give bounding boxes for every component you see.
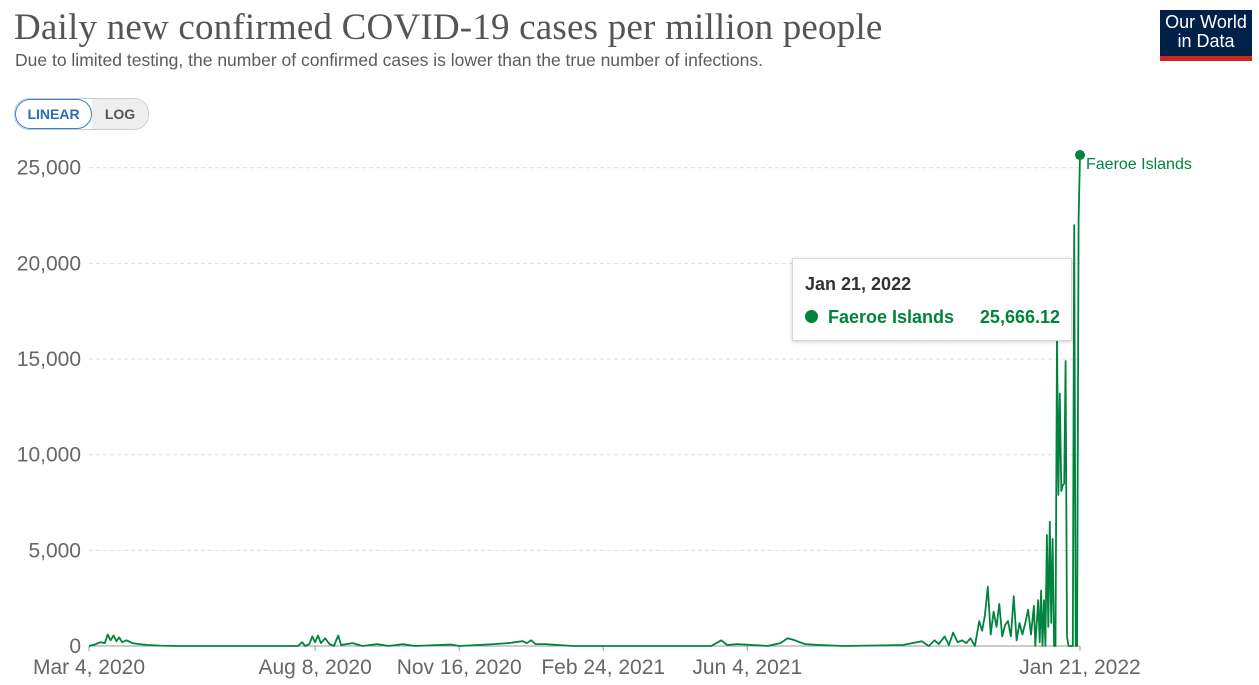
x-tick-label: Feb 24, 2021 <box>541 656 665 679</box>
series-end-label: Faeroe Islands <box>1086 156 1192 173</box>
y-tick-label: 0 <box>69 635 81 658</box>
x-tick-label: Aug 8, 2020 <box>259 656 372 679</box>
logo-accent-bar <box>1160 56 1252 61</box>
logo-line-1: Our World <box>1165 12 1247 32</box>
y-tick-label: 25,000 <box>17 157 81 180</box>
tooltip-series-name: Faeroe Islands <box>828 307 955 327</box>
chart-subtitle: Due to limited testing, the number of co… <box>15 50 764 70</box>
tooltip-series-dot <box>805 310 818 323</box>
y-tick-label: 10,000 <box>17 444 81 467</box>
y-tick-label: 20,000 <box>17 252 81 275</box>
series-line <box>88 154 1081 647</box>
x-tick-label: Jun 4, 2021 <box>692 656 802 679</box>
series-endpoint-marker <box>1075 150 1085 160</box>
linear-scale-button[interactable]: LINEAR <box>15 99 92 129</box>
chart-title: Daily new confirmed COVID-19 cases per m… <box>14 7 883 48</box>
y-tick-label: 5,000 <box>28 539 81 562</box>
x-tick-label: Jan 21, 2022 <box>1019 656 1140 679</box>
tooltip-series-value: 25,666.12 <box>979 307 1060 327</box>
owid-logo[interactable]: Our World in Data <box>1160 10 1252 61</box>
log-scale-button[interactable]: LOG <box>92 99 148 129</box>
scale-toggle: LINEAR LOG <box>14 98 149 130</box>
x-tick-label: Nov 16, 2020 <box>397 656 522 679</box>
tooltip-date: Jan 21, 2022 <box>805 274 912 294</box>
x-tick-label: Mar 4, 2020 <box>33 656 145 679</box>
logo-line-2: in Data <box>1177 31 1235 51</box>
hover-tooltip: Jan 21, 2022 Faeroe Islands 25,666.12 <box>792 258 1072 341</box>
y-tick-label: 15,000 <box>17 348 81 371</box>
